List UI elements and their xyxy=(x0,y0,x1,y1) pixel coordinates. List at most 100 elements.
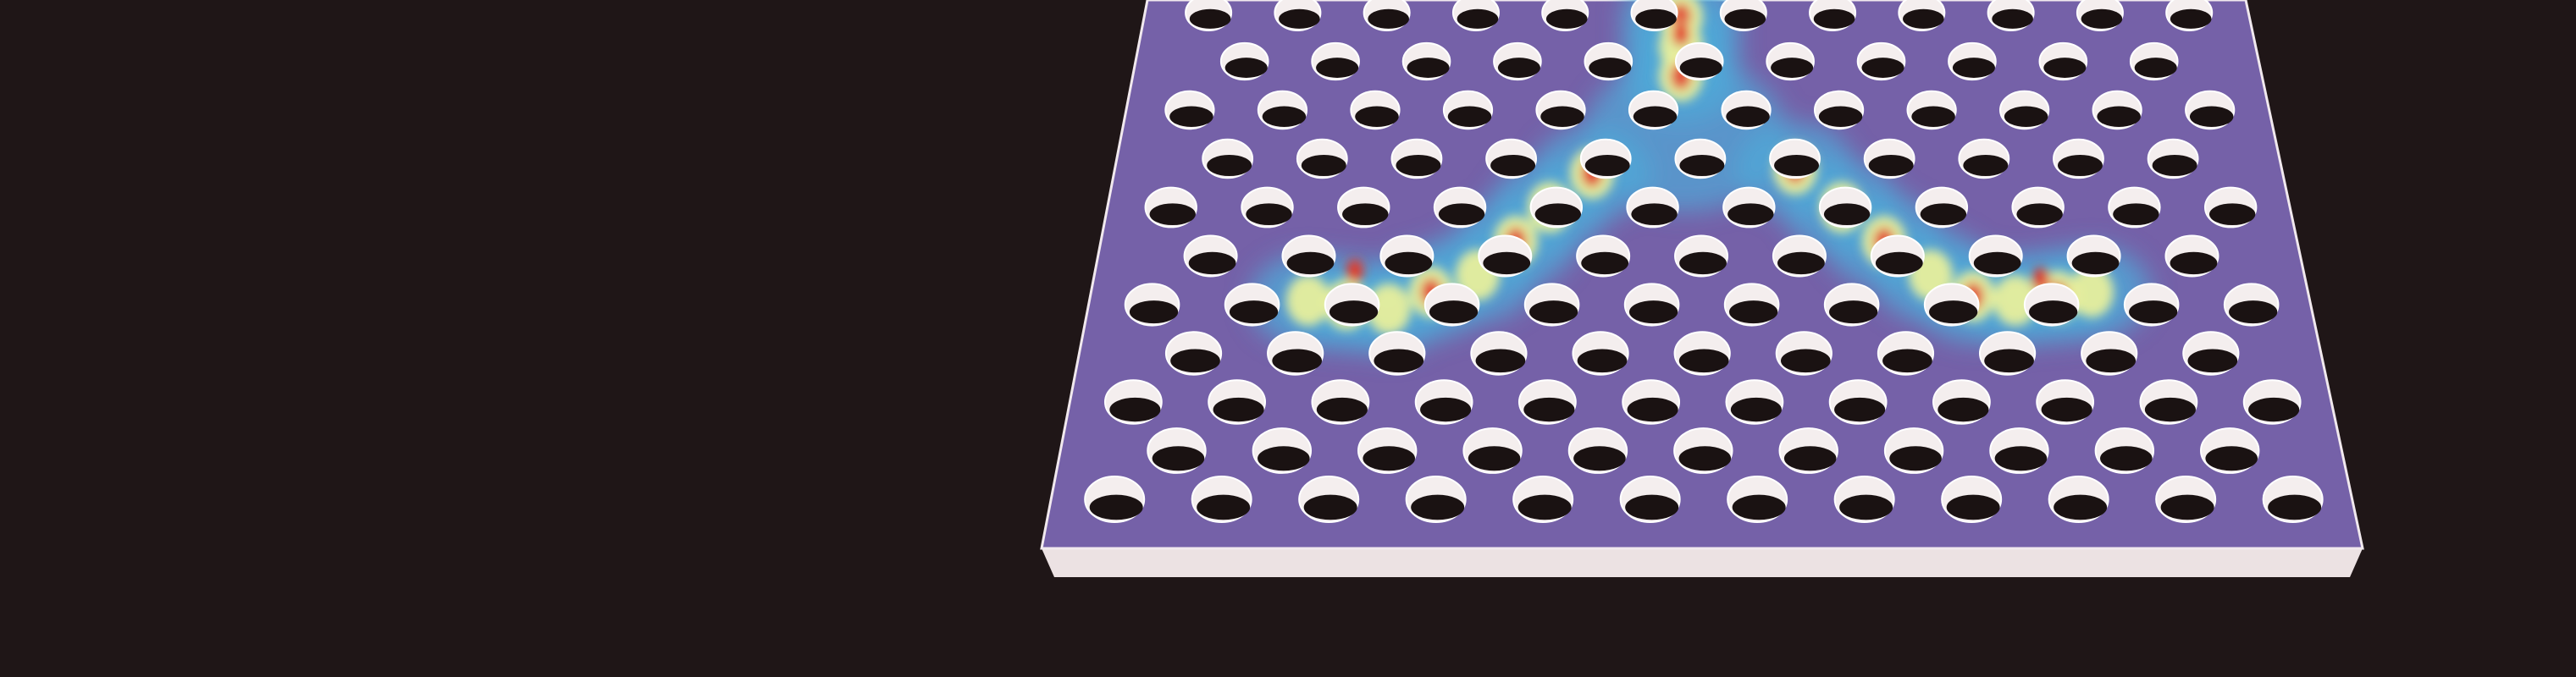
air-hole xyxy=(1673,427,1733,474)
air-hole xyxy=(1769,138,1821,179)
air-hole xyxy=(1572,331,1629,376)
air-hole xyxy=(1813,90,1865,130)
air-hole xyxy=(1257,90,1308,130)
air-hole xyxy=(1906,90,1957,130)
air-hole xyxy=(1337,186,1390,228)
air-hole xyxy=(1584,41,1633,81)
air-hole xyxy=(1727,476,1788,523)
air-hole xyxy=(2203,186,2258,228)
air-hole xyxy=(2123,283,2180,327)
air-hole xyxy=(1823,283,1880,327)
air-hole xyxy=(1898,0,1946,31)
air-hole xyxy=(1224,283,1280,327)
air-hole xyxy=(1462,427,1523,474)
air-hole xyxy=(1405,476,1467,523)
air-hole xyxy=(1978,331,2037,376)
air-hole xyxy=(1772,234,1827,278)
air-hole xyxy=(1999,90,2050,130)
air-hole xyxy=(1856,41,1906,81)
air-hole xyxy=(1478,234,1533,278)
air-hole xyxy=(2182,331,2240,376)
air-hole xyxy=(1722,186,1776,228)
air-hole xyxy=(1281,234,1336,278)
air-hole xyxy=(1433,186,1487,228)
air-hole xyxy=(1390,138,1443,179)
air-hole xyxy=(2223,283,2280,327)
air-hole xyxy=(1363,0,1411,31)
air-hole xyxy=(1357,427,1418,474)
air-hole xyxy=(1485,138,1537,179)
air-hole xyxy=(2147,138,2199,179)
air-hole xyxy=(2139,379,2198,425)
air-hole xyxy=(1567,427,1628,474)
air-hole xyxy=(1968,234,2023,278)
air-hole xyxy=(1451,0,1500,31)
air-hole xyxy=(1267,331,1324,376)
air-hole xyxy=(1989,427,2049,474)
air-hole xyxy=(2038,41,2088,81)
air-hole xyxy=(2262,476,2324,523)
field-peak xyxy=(1672,22,1689,46)
air-hole xyxy=(2048,476,2109,523)
air-hole xyxy=(1778,427,1838,474)
air-hole xyxy=(1147,427,1207,474)
air-hole xyxy=(1183,234,1238,278)
air-hole xyxy=(1948,41,1997,81)
air-hole xyxy=(1833,476,1895,523)
air-hole xyxy=(1164,331,1223,376)
air-hole xyxy=(1828,379,1888,425)
air-hole xyxy=(1529,186,1584,228)
air-hole xyxy=(2242,379,2302,425)
air-hole xyxy=(1298,476,1360,523)
air-hole xyxy=(1124,283,1180,327)
air-hole xyxy=(1809,0,1857,31)
air-hole xyxy=(1414,379,1473,425)
air-hole xyxy=(1535,90,1586,130)
air-hole xyxy=(1191,476,1252,523)
field-lobe xyxy=(2070,267,2114,317)
air-hole xyxy=(1517,379,1577,425)
air-hole xyxy=(1725,379,1784,425)
field-peak xyxy=(1346,259,1363,283)
air-hole xyxy=(1915,186,1969,228)
air-hole xyxy=(1818,186,1872,228)
air-hole xyxy=(1958,138,2010,179)
air-hole xyxy=(2108,186,2161,228)
air-hole xyxy=(1674,138,1727,179)
air-hole xyxy=(2036,379,2095,425)
air-hole xyxy=(1493,41,1542,81)
air-hole xyxy=(1723,283,1780,327)
air-hole xyxy=(1296,138,1348,179)
air-hole xyxy=(1579,138,1632,179)
air-hole xyxy=(2165,0,2214,31)
air-hole xyxy=(1423,283,1480,327)
air-hole xyxy=(2155,476,2217,523)
air-hole xyxy=(1350,90,1401,130)
air-hole xyxy=(1987,0,2035,31)
slab-front-edge xyxy=(1042,548,2363,577)
air-hole xyxy=(1628,90,1679,130)
air-hole xyxy=(2076,0,2124,31)
air-hole xyxy=(1185,0,1233,31)
air-hole xyxy=(2023,283,2080,327)
air-hole xyxy=(1619,476,1681,523)
air-hole xyxy=(1523,283,1580,327)
air-hole xyxy=(1883,427,1944,474)
air-hole xyxy=(2185,90,2236,130)
air-hole xyxy=(1877,331,1935,376)
air-hole xyxy=(2092,90,2142,130)
field-lobe xyxy=(1367,283,1411,334)
air-hole xyxy=(1311,379,1370,425)
air-hole xyxy=(1623,283,1680,327)
air-hole xyxy=(1775,331,1832,376)
air-hole xyxy=(1103,379,1163,425)
air-hole xyxy=(1274,0,1322,31)
air-hole xyxy=(1626,186,1679,228)
air-hole xyxy=(1084,476,1146,523)
air-hole xyxy=(1870,234,1925,278)
air-hole xyxy=(1241,186,1294,228)
air-hole xyxy=(1674,234,1729,278)
air-hole xyxy=(1541,0,1589,31)
air-hole xyxy=(2053,138,2104,179)
